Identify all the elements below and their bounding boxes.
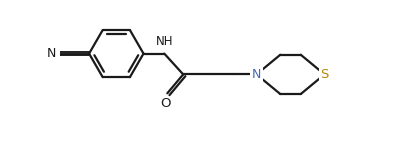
Text: N: N [47,47,57,60]
Text: N: N [251,68,261,81]
Text: S: S [320,68,328,81]
Text: NH: NH [155,35,173,48]
Text: O: O [159,97,170,110]
